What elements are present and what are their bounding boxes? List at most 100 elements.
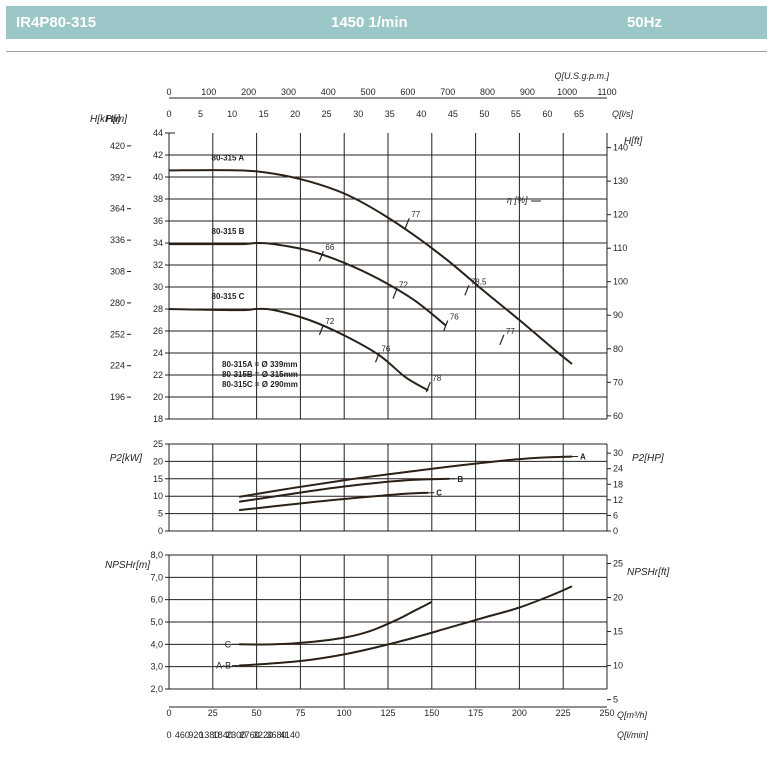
kpa-label-280: 280 — [110, 298, 125, 308]
power-curve-label-A: A — [580, 453, 586, 462]
head-y-label-30: 30 — [153, 282, 163, 292]
npsh-y-axis-title: NPSHr[m] — [105, 560, 150, 571]
ls-tick-label-15: 15 — [259, 109, 269, 119]
power-y-label-10: 10 — [153, 491, 163, 501]
power-y-label-0: 0 — [158, 526, 163, 536]
lmin-tick-label-0: 0 — [166, 730, 171, 740]
ls-tick-label-35: 35 — [385, 109, 395, 119]
m3h-tick-label-175: 175 — [468, 708, 483, 718]
head-curve-80-315-A — [168, 169, 573, 365]
power-hp-label-30: 30 — [613, 448, 623, 458]
lmin-tick-label-460: 460 — [175, 730, 190, 740]
head-ft-axis-title: H[ft] — [624, 136, 643, 147]
efficiency-label-4: 72 — [399, 281, 408, 290]
npsh-y-label-7: 7,0 — [150, 572, 163, 582]
ls-tick-label-60: 60 — [542, 109, 552, 119]
efficiency-tick-0 — [404, 217, 410, 229]
ls-tick-label-10: 10 — [227, 109, 237, 119]
head-y-label-34: 34 — [153, 238, 163, 248]
head-ft-label-90: 90 — [613, 310, 623, 320]
power-hp-label-18: 18 — [613, 479, 623, 489]
power-y-label-5: 5 — [158, 509, 163, 519]
ls-tick-label-20: 20 — [290, 109, 300, 119]
efficiency-tick-1 — [464, 285, 470, 296]
ls-tick-label-30: 30 — [353, 109, 363, 119]
ls-axis-label: Q[l/s] — [612, 109, 634, 119]
ls-tick-label-5: 5 — [198, 109, 203, 119]
npsh-curve-C — [239, 601, 433, 646]
power-hp-axis-title: P2[HP] — [632, 453, 664, 464]
efficiency-label-5: 76 — [450, 313, 459, 322]
kpa-label-196: 196 — [110, 392, 125, 402]
efficiency-label-0: 77 — [411, 210, 420, 219]
efficiency-label-7: 76 — [381, 344, 390, 353]
kpa-label-224: 224 — [110, 361, 125, 371]
head-curve-label-1: 80-315 B — [212, 227, 245, 236]
head-ft-label-70: 70 — [613, 377, 623, 387]
head-y-label-26: 26 — [153, 326, 163, 336]
m3h-tick-label-0: 0 — [166, 708, 171, 718]
pump-model-title: IR4P80-315 — [16, 14, 97, 31]
efficiency-label-1: 78,5 — [471, 277, 487, 286]
npsh-y-label-2: 2,0 — [150, 684, 163, 694]
efficiency-label-3: 66 — [325, 243, 334, 252]
ls-tick-label-50: 50 — [479, 109, 489, 119]
head-y-label-42: 42 — [153, 150, 163, 160]
power-curve-B — [238, 477, 450, 503]
efficiency-label-6: 72 — [325, 317, 334, 326]
head-ft-label-110: 110 — [613, 243, 627, 253]
head-ft-label-80: 80 — [613, 344, 623, 354]
head-curve-label-0: 80-315 A — [212, 153, 245, 162]
power-hp-label-12: 12 — [613, 495, 623, 505]
pump-speed: 1450 1/min — [331, 14, 408, 31]
efficiency-tick-3 — [318, 250, 324, 262]
npsh-ft-label-5: 5 — [613, 695, 618, 705]
lmin-tick-label-1840: 1840 — [213, 730, 233, 740]
m3h-axis-label: Q[m³/h] — [617, 710, 648, 720]
efficiency-tick-2 — [499, 334, 505, 346]
head-ft-label-120: 120 — [613, 210, 628, 220]
npsh-ft-label-15: 15 — [613, 627, 623, 637]
m3h-tick-label-225: 225 — [556, 708, 571, 718]
head-y-axis-title: H[m] — [106, 114, 127, 125]
lmin-tick-label-4140: 4140 — [280, 730, 300, 740]
npsh-ft-label-10: 10 — [613, 661, 623, 671]
head-curve-80-315-B — [168, 241, 447, 327]
head-ft-label-140: 140 — [613, 143, 628, 153]
lmin-tick-label-1380: 1380 — [199, 730, 219, 740]
gpm-tick-label-0: 0 — [166, 87, 171, 97]
power-y-label-25: 25 — [153, 439, 163, 449]
power-curve-label-C: C — [436, 489, 442, 498]
efficiency-label-title: η [%] — [507, 195, 528, 205]
m3h-tick-label-25: 25 — [208, 708, 218, 718]
m3h-tick-label-250: 250 — [599, 708, 614, 718]
head-y-label-24: 24 — [153, 348, 163, 358]
npsh-y-label-5: 5,0 — [150, 617, 163, 627]
power-hp-label-0: 0 — [613, 526, 618, 536]
efficiency-tick-7 — [374, 352, 381, 363]
npsh-y-label-8: 8,0 — [150, 550, 163, 560]
head-y-label-18: 18 — [153, 414, 163, 424]
efficiency-tick-8 — [425, 381, 431, 393]
head-curve-label-2: 80-315 C — [212, 292, 245, 301]
lmin-axis-label: Q[l/min] — [617, 730, 649, 740]
m3h-tick-label-200: 200 — [512, 708, 527, 718]
kpa-axis-title: H[kPa] — [90, 114, 120, 125]
gpm-tick-label-1000: 1000 — [557, 87, 577, 97]
ls-tick-label-45: 45 — [448, 109, 458, 119]
head-ft-label-100: 100 — [613, 277, 628, 287]
m3h-tick-label-75: 75 — [295, 708, 305, 718]
npsh-ft-axis-title: NPSHr[ft] — [627, 567, 669, 578]
power-hp-label-6: 6 — [613, 510, 618, 520]
head-y-label-22: 22 — [153, 370, 163, 380]
head-y-label-20: 20 — [153, 392, 163, 402]
efficiency-label-2: 77 — [506, 327, 515, 336]
ls-tick-label-65: 65 — [574, 109, 584, 119]
head-ft-label-130: 130 — [613, 176, 628, 186]
impeller-diameter-1: 80-315B = Ø 315mm — [222, 370, 298, 379]
gpm-tick-label-600: 600 — [400, 87, 415, 97]
kpa-label-420: 420 — [110, 141, 125, 151]
gpm-tick-label-700: 700 — [440, 87, 455, 97]
npsh-ft-label-25: 25 — [613, 558, 623, 568]
gpm-tick-label-1100: 1100 — [597, 87, 616, 97]
